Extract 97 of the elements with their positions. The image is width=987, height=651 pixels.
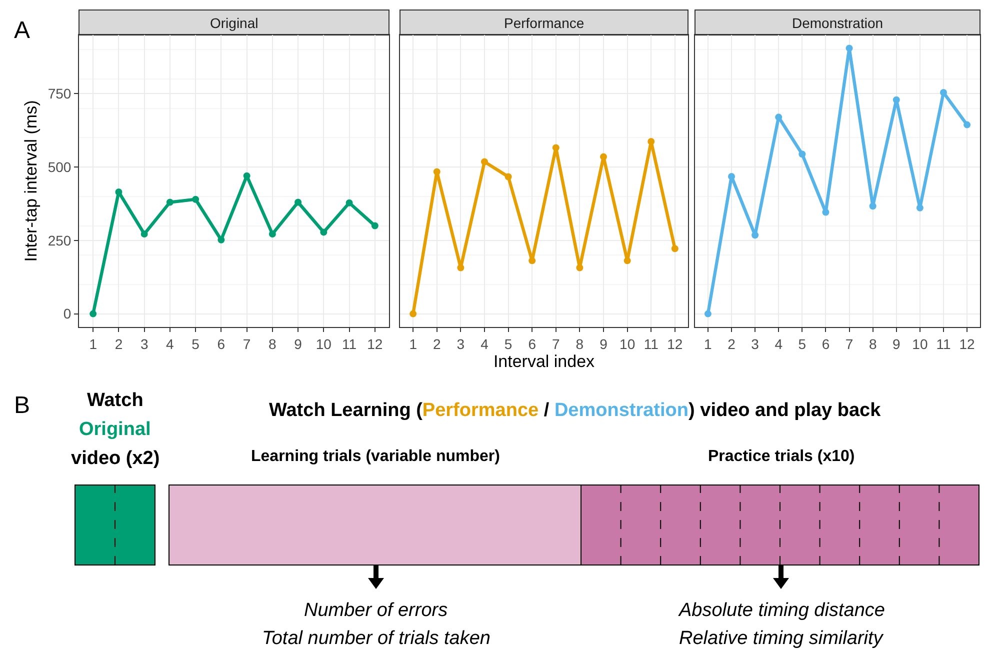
- text: ) video and play back: [688, 400, 882, 421]
- y-axis-title: Inter-tap interval (ms): [21, 100, 40, 262]
- x-tick-label: 4: [774, 336, 783, 352]
- x-tick-label: 11: [644, 336, 659, 352]
- text: Original: [79, 419, 151, 440]
- point: [166, 198, 174, 206]
- x-tick-label: 11: [342, 336, 357, 352]
- x-tick-label: 4: [166, 336, 174, 352]
- x-tick-label: 7: [552, 336, 560, 352]
- point: [576, 264, 584, 272]
- text: Relative timing similarity: [679, 628, 884, 649]
- x-tick-label: 5: [504, 336, 512, 352]
- x-tick-label: 10: [316, 336, 332, 352]
- x-tick-label: 5: [192, 336, 200, 352]
- text: Total number of trials taken: [262, 628, 490, 649]
- x-tick-label: 9: [892, 336, 900, 352]
- text: /: [538, 400, 554, 421]
- y-tick-label: 750: [48, 86, 72, 102]
- point: [624, 257, 631, 264]
- point: [964, 121, 971, 128]
- x-tick-label: 5: [798, 336, 806, 352]
- x-axis-title: Interval index: [493, 352, 596, 371]
- text: Absolute timing distance: [678, 600, 885, 621]
- x-tick-label: 8: [576, 336, 584, 352]
- point: [916, 204, 924, 212]
- x-tick-label: 8: [268, 336, 277, 352]
- x-tick-label: 1: [89, 336, 98, 352]
- x-tick-label: 2: [728, 336, 736, 352]
- text: A: [14, 17, 30, 44]
- text: Watch: [87, 390, 144, 411]
- point: [320, 228, 328, 236]
- text: video (x2): [71, 448, 160, 469]
- chart-title: Demonstration: [792, 15, 884, 31]
- text: Practice trials (x10): [708, 448, 855, 465]
- text: Learning trials (variable number): [251, 448, 500, 465]
- x-tick-label: 9: [294, 336, 302, 352]
- x-tick-label: 7: [242, 336, 251, 352]
- point: [457, 264, 464, 272]
- point: [410, 310, 417, 318]
- x-tick-label: 4: [480, 336, 489, 352]
- point: [90, 310, 97, 318]
- point: [671, 245, 678, 252]
- point: [346, 199, 353, 206]
- x-tick-label: 3: [456, 336, 465, 352]
- point: [822, 208, 830, 216]
- x-tick-label: 10: [912, 336, 928, 352]
- point: [940, 89, 947, 96]
- point: [892, 96, 900, 104]
- point: [268, 230, 276, 238]
- point: [775, 114, 782, 121]
- y-tick-label: 250: [48, 232, 72, 248]
- x-tick-label: 10: [620, 336, 636, 352]
- x-tick-label: 11: [936, 336, 951, 352]
- x-tick-label: 1: [704, 336, 712, 352]
- point: [728, 172, 736, 180]
- point: [869, 202, 876, 210]
- x-tick-label: 8: [868, 336, 877, 352]
- point: [552, 144, 560, 152]
- x-tick-label: 12: [959, 336, 976, 352]
- point: [433, 168, 440, 176]
- point: [481, 158, 488, 166]
- point: [528, 257, 536, 264]
- x-tick-label: 3: [140, 336, 148, 352]
- point: [371, 222, 378, 230]
- x-tick-label: 9: [600, 336, 608, 352]
- x-tick-label: 6: [217, 336, 226, 352]
- point: [798, 150, 806, 158]
- chart-title: Original: [210, 15, 258, 31]
- text: Demonstration: [554, 400, 689, 421]
- x-tick-label: 2: [114, 336, 123, 352]
- x-tick-label: 3: [751, 336, 760, 352]
- x-tick-label: 6: [822, 336, 830, 352]
- point: [752, 232, 759, 239]
- point: [294, 198, 302, 206]
- x-tick-label: 2: [432, 336, 441, 352]
- point: [192, 196, 200, 203]
- point: [115, 188, 122, 196]
- point: [504, 173, 512, 180]
- text: Watch Learning (: [269, 400, 424, 421]
- point: [243, 172, 250, 180]
- point: [140, 230, 148, 238]
- y-tick-label: 500: [48, 158, 72, 175]
- point: [218, 236, 225, 244]
- x-tick-label: 12: [667, 336, 683, 352]
- y-tick-label: 0: [63, 306, 72, 322]
- x-tick-label: 12: [367, 336, 383, 352]
- x-tick-label: 7: [845, 336, 854, 352]
- point: [704, 310, 712, 318]
- text: Performance: [422, 400, 539, 421]
- point: [648, 138, 655, 146]
- text: Number of errors: [304, 600, 448, 621]
- x-tick-label: 6: [528, 336, 536, 352]
- text: B: [14, 392, 30, 419]
- point: [600, 153, 607, 160]
- chart-title: Performance: [504, 15, 584, 31]
- point: [846, 44, 853, 52]
- x-tick-label: 1: [409, 336, 418, 352]
